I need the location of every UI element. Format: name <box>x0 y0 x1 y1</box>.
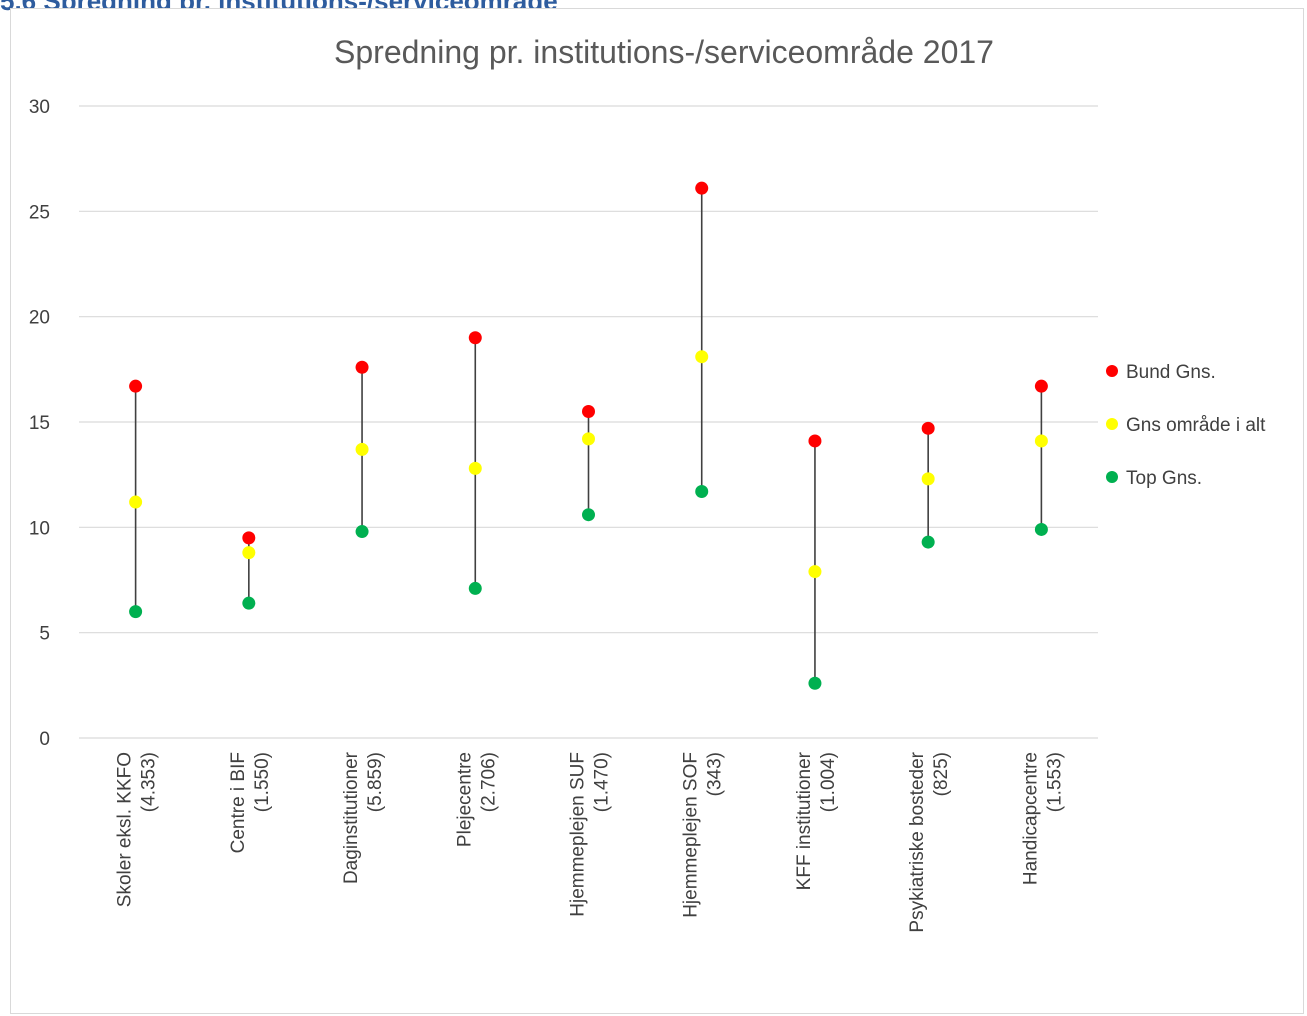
point-bund-gns- <box>468 331 482 345</box>
x-axis-categories: Skoler eksl. KKFO (4.353) Centre i BIF (1.5… <box>115 751 1066 932</box>
point-gns-omr-de-i-alt <box>582 432 595 446</box>
y-tick-label: 5 <box>39 624 50 645</box>
legend-marker <box>1106 365 1118 377</box>
y-tick-label: 10 <box>29 518 50 539</box>
x-category-line: Hjemmeplejen SUF <box>568 752 589 917</box>
y-tick-label: 0 <box>39 729 50 750</box>
chart-title: Spredning pr. institutions-/serviceområd… <box>334 34 994 70</box>
point-top-gns- <box>808 676 822 690</box>
point-top-gns- <box>468 581 482 595</box>
x-category-label: Hjemmeplejen SUF (1.470) <box>568 752 613 917</box>
point-top-gns- <box>129 605 143 619</box>
x-category-line: Skoler eksl. KKFO <box>115 752 136 907</box>
point-gns-omr-de-i-alt <box>468 461 482 475</box>
point-top-gns- <box>1034 522 1048 536</box>
y-tick-label: 20 <box>29 308 50 329</box>
data-points <box>129 181 1048 690</box>
legend: Bund Gns. Gns område i alt Top Gns. <box>1106 362 1266 489</box>
x-category-line: (4.353) <box>139 752 160 812</box>
legend-label: Bund Gns. <box>1126 362 1216 383</box>
x-category-line: (825) <box>931 752 952 796</box>
x-category-label: Plejecentre (2.706) <box>454 752 499 847</box>
point-gns-omr-de-i-alt <box>808 565 822 579</box>
point-bund-gns- <box>129 379 143 393</box>
point-bund-gns- <box>582 404 595 418</box>
x-category-label: Handicapcentre (1.553) <box>1020 752 1065 885</box>
point-bund-gns- <box>242 531 256 545</box>
y-tick-label: 30 <box>29 97 50 118</box>
point-gns-omr-de-i-alt <box>129 495 143 509</box>
x-category-label: Hjemmeplejen SOF (343) <box>681 752 726 918</box>
point-top-gns- <box>242 596 256 610</box>
x-category-line: Psykiatriske bosteder <box>907 751 928 932</box>
point-top-gns- <box>355 525 369 539</box>
x-category-line: Handicapcentre <box>1020 752 1041 885</box>
x-category-line: (1.004) <box>818 752 839 812</box>
point-gns-omr-de-i-alt <box>355 442 369 456</box>
point-gns-omr-de-i-alt <box>695 350 709 364</box>
x-category-label: Daginstitutioner (5.859) <box>341 751 386 884</box>
x-category-line: (2.706) <box>478 752 499 812</box>
point-bund-gns- <box>1034 379 1048 393</box>
x-category-line: Hjemmeplejen SOF <box>681 752 702 918</box>
x-category-label: Skoler eksl. KKFO (4.353) <box>115 752 160 907</box>
x-category-line: (343) <box>705 752 726 796</box>
point-top-gns- <box>695 485 709 499</box>
x-category-line: Centre i BIF <box>228 752 249 853</box>
chart-area <box>10 8 1304 1014</box>
point-gns-omr-de-i-alt <box>1034 434 1048 448</box>
legend-entry: Top Gns. <box>1106 468 1202 489</box>
point-bund-gns- <box>808 434 822 448</box>
legend-label: Top Gns. <box>1126 468 1202 489</box>
x-category-line: Daginstitutioner <box>341 751 362 884</box>
legend-entry: Gns område i alt <box>1106 415 1266 436</box>
x-category-line: (1.470) <box>592 752 613 812</box>
point-bund-gns- <box>695 181 709 195</box>
x-category-label: Centre i BIF (1.550) <box>228 752 273 853</box>
point-gns-omr-de-i-alt <box>242 546 256 560</box>
x-category-line: (1.550) <box>252 752 273 812</box>
legend-marker <box>1106 471 1118 483</box>
x-category-line: Plejecentre <box>454 752 475 847</box>
x-category-label: Psykiatriske bosteder (825) <box>907 751 952 932</box>
x-category-line: KFF institutioner <box>794 751 815 890</box>
point-bund-gns- <box>921 421 935 435</box>
x-category-line: (1.553) <box>1044 752 1065 812</box>
point-bund-gns- <box>355 360 369 374</box>
legend-label: Gns område i alt <box>1126 415 1266 436</box>
legend-entry: Bund Gns. <box>1106 362 1216 383</box>
point-gns-omr-de-i-alt <box>921 472 935 486</box>
x-category-line: (5.859) <box>365 752 386 812</box>
point-top-gns- <box>921 535 935 549</box>
point-top-gns- <box>582 508 595 522</box>
y-axis-ticks: 0 5 10 15 20 25 30 <box>29 97 50 750</box>
y-tick-label: 25 <box>29 202 50 223</box>
x-category-label: KFF institutioner (1.004) <box>794 751 839 890</box>
y-tick-label: 15 <box>29 413 50 434</box>
legend-marker <box>1106 418 1118 430</box>
